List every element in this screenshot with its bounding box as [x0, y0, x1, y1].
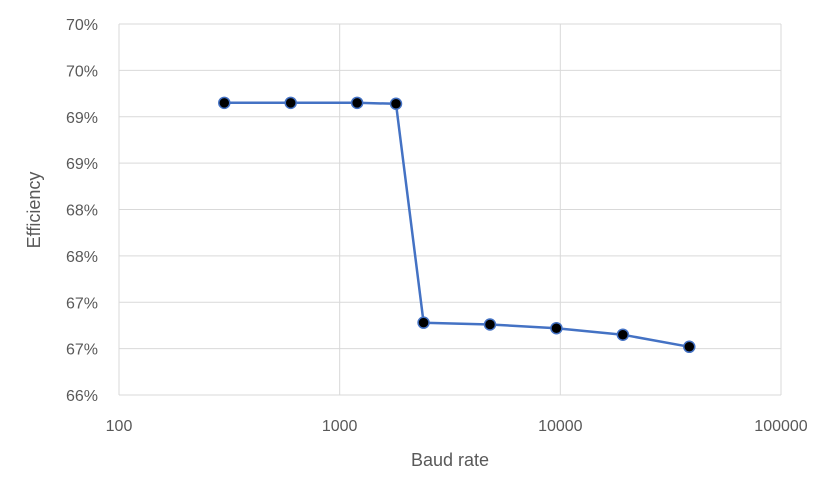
- data-point: [350, 96, 364, 110]
- y-tick-labels: 66% 67% 67% 68% 68% 69% 69% 70% 70%: [66, 17, 98, 405]
- y-tick-label: 68%: [66, 203, 98, 220]
- x-tick-label: 100: [106, 418, 133, 435]
- data-point: [550, 321, 563, 335]
- data-point: [389, 97, 403, 111]
- x-tick-label: 10000: [538, 418, 583, 435]
- y-tick-label: 67%: [66, 342, 98, 359]
- y-tick-label: 67%: [66, 295, 98, 312]
- y-tick-label: 68%: [66, 249, 98, 266]
- y-tick-label: 66%: [66, 388, 98, 405]
- x-tick-labels: 100 1000 10000 100000: [106, 418, 808, 435]
- data-point: [683, 340, 696, 354]
- data-point: [284, 96, 297, 110]
- data-point: [218, 96, 231, 110]
- y-tick-label: 70%: [66, 17, 98, 34]
- x-axis-title: Baud rate: [411, 450, 489, 470]
- y-axis-title: Efficiency: [24, 172, 44, 249]
- data-point: [616, 328, 630, 341]
- data-point: [417, 316, 430, 329]
- data-points: [218, 96, 696, 354]
- y-tick-label: 69%: [66, 110, 98, 127]
- x-tick-label: 100000: [754, 418, 807, 435]
- y-tick-label: 70%: [66, 63, 98, 80]
- data-point: [483, 318, 497, 331]
- x-tick-label: 1000: [322, 418, 358, 435]
- y-tick-label: 69%: [66, 156, 98, 173]
- gridlines: [118, 23, 782, 396]
